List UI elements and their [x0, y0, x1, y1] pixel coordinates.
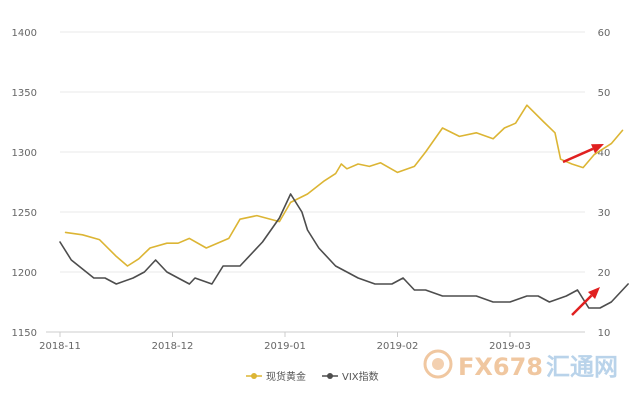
series-line-gold [64, 104, 624, 267]
arrow-icon [562, 144, 604, 164]
x-tick-label: 2019-02 [377, 341, 419, 352]
y-left-tick-label: 1250 [12, 208, 37, 219]
annotation-arrows [562, 144, 604, 316]
y-left-tick-label: 1150 [12, 328, 37, 339]
series-line-vix [59, 193, 629, 309]
y-right-tick-label: 30 [598, 208, 611, 219]
x-tick-label: 2018-12 [152, 341, 194, 352]
y-left-tick-label: 1200 [12, 268, 37, 279]
y-axis-left: 1150 1200 1250 1300 1350 1400 [12, 28, 37, 339]
watermark-cn: 汇通网 [546, 353, 618, 381]
y-left-tick-label: 1400 [12, 28, 37, 39]
y-left-tick-label: 1350 [12, 88, 37, 99]
y-axis-right: 10 20 30 40 50 60 [598, 28, 611, 339]
arrow-icon [571, 287, 600, 316]
watermark-brand: FX678 [458, 353, 543, 381]
y-right-tick-label: 10 [598, 328, 611, 339]
series-lines [59, 104, 629, 309]
y-right-tick-label: 20 [598, 268, 611, 279]
x-tick-label: 2018-11 [39, 341, 81, 352]
y-left-tick-label: 1300 [12, 148, 37, 159]
x-tick-label: 2019-03 [489, 341, 531, 352]
legend-item-gold[interactable]: 现货黄金 [246, 370, 306, 383]
legend-label-gold: 现货黄金 [266, 370, 306, 383]
logo-icon [423, 349, 453, 379]
legend-label-vix: VIX指数 [342, 370, 379, 383]
legend: 现货黄金 VIX指数 [246, 370, 379, 383]
y-right-tick-label: 60 [598, 28, 611, 39]
legend-item-vix[interactable]: VIX指数 [322, 370, 379, 383]
x-tick-label: 2019-01 [264, 341, 306, 352]
x-axis: 2018-11 2018-12 2019-01 2019-02 2019-03 [39, 331, 585, 352]
y-right-tick-label: 40 [598, 148, 611, 159]
y-right-tick-label: 50 [598, 88, 611, 99]
watermark: FX678 汇通网 [423, 349, 618, 381]
